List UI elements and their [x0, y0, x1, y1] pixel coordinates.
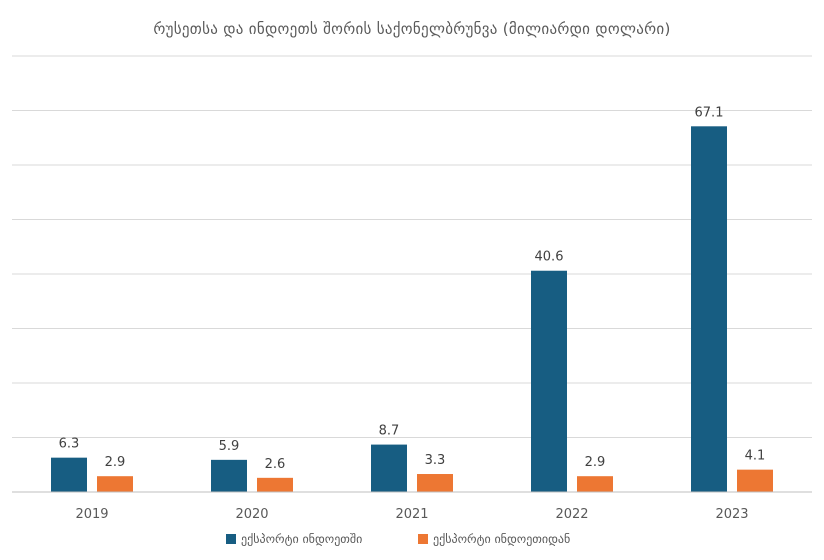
- bar: [737, 469, 773, 492]
- data-label: 3.3: [425, 453, 446, 468]
- bar: [97, 476, 133, 492]
- data-label: 5.9: [219, 439, 240, 454]
- bar: [577, 476, 613, 492]
- bar: [691, 126, 727, 493]
- x-tick-label: 2020: [235, 507, 268, 522]
- bars: [51, 126, 773, 493]
- x-tick-label: 2021: [395, 507, 428, 522]
- data-label: 6.3: [59, 437, 80, 452]
- bar: [417, 474, 453, 492]
- data-label: 2.6: [265, 457, 286, 472]
- data-label: 4.1: [745, 449, 766, 464]
- bar: [371, 444, 407, 492]
- bar: [51, 457, 87, 492]
- legend-swatch-series-2: [418, 534, 428, 544]
- legend-label-series-2: ექსპორტი ინდოეთიდან: [433, 532, 570, 546]
- data-label: 8.7: [379, 424, 400, 439]
- legend-swatch-series-1: [226, 534, 236, 544]
- x-tick-label: 2022: [555, 507, 588, 522]
- bar: [211, 459, 247, 492]
- x-axis-ticks: 2019 2020 2021 2022 2023: [75, 507, 748, 522]
- data-label: 2.9: [105, 455, 126, 470]
- data-label: 67.1: [695, 105, 724, 120]
- data-label: 2.9: [585, 455, 606, 470]
- data-labels: 6.3 2.9 5.9 2.6 8.7 3.3 40.6 2.9 67.1 4.1: [59, 105, 766, 472]
- bar: [257, 477, 293, 492]
- data-label: 40.6: [535, 250, 564, 265]
- legend-label-series-1: ექსპორტი ინდოეთში: [241, 532, 362, 546]
- chart-title: რუსეთსა და ინდოეთს შორის საქონელბრუნვა (…: [153, 20, 670, 38]
- legend: ექსპორტი ინდოეთში ექსპორტი ინდოეთიდან: [226, 532, 570, 546]
- x-tick-label: 2019: [75, 507, 108, 522]
- x-tick-label: 2023: [715, 507, 748, 522]
- gridlines: [12, 55, 812, 438]
- bar: [531, 270, 567, 492]
